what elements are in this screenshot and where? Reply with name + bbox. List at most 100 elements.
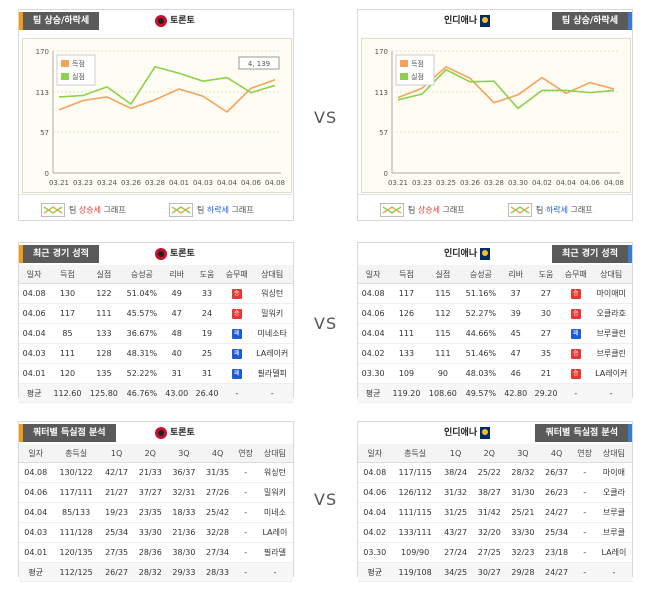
table-cell: 25/21	[506, 502, 540, 523]
team-name-right: 인디애나	[444, 426, 491, 440]
column-header: 3Q	[506, 444, 540, 463]
team-name-left-label: 토론토	[170, 16, 195, 26]
opponent-cell: 미네소	[256, 502, 293, 523]
table-cell: 51.04%	[122, 283, 162, 304]
table-cell: 33/30	[506, 522, 540, 543]
table-cell: 21	[530, 363, 562, 384]
table-cell: 33/30	[133, 522, 168, 543]
trend-header-right: 인디애나 팀 상승/하락세	[358, 10, 632, 32]
column-header: 실점	[85, 265, 123, 284]
opponent-cell: 브루클	[595, 522, 632, 543]
table-cell: 27/24	[438, 542, 473, 563]
average-cell: 26/27	[99, 562, 134, 582]
table-cell: 117/115	[391, 462, 439, 483]
table-cell: 19	[191, 323, 223, 344]
x-tick-label: 03.23	[412, 179, 432, 187]
table-cell: 43/27	[438, 522, 473, 543]
win-badge: 승	[231, 289, 242, 299]
table-cell: 04.04	[19, 502, 53, 523]
table-cell: 111	[424, 343, 462, 364]
result-cell: 승	[561, 303, 591, 324]
table-cell: 04.02	[358, 522, 392, 543]
pacers-logo-icon	[480, 247, 491, 260]
x-tick-label: 04.06	[241, 179, 262, 187]
trend-legend-bar-right: 팀 상승세 그래프 팀 하락세 그래프	[358, 194, 632, 223]
table-cell: 133	[85, 323, 123, 344]
opponent-cell: LA레이커	[251, 343, 293, 364]
table-cell: -	[573, 462, 596, 483]
trend-header-left: 팀 상승/하락세 토론토	[19, 10, 293, 32]
recent-title-left: 최근 경기 성적	[19, 245, 99, 263]
table-row: 04.02 133 111 51.46% 47 35 승 브루클린	[358, 343, 632, 364]
x-tick-label: 03.28	[145, 179, 165, 187]
table-cell: 32/20	[472, 522, 507, 543]
column-header: 2Q	[133, 444, 168, 463]
average-cell: -	[234, 562, 257, 582]
table-cell: 38/24	[438, 462, 473, 483]
x-tick-label: 03.28	[484, 179, 504, 187]
average-row: 평균 119.20 108.60 49.57% 42.80 29.20- -	[358, 383, 632, 403]
table-cell: 109	[388, 363, 425, 384]
legend-label: 실점	[72, 72, 85, 81]
column-header: 3Q	[167, 444, 201, 463]
column-header: 실점	[424, 265, 462, 284]
table-cell: 19/23	[99, 502, 134, 523]
y-tick-label: 113	[36, 89, 49, 97]
table-cell: 04.03	[19, 343, 50, 364]
legend-swatch	[61, 73, 69, 80]
opponent-cell: 필라델	[256, 542, 293, 563]
y-tick-label: 57	[40, 129, 49, 137]
table-cell: 03.30	[358, 542, 392, 563]
average-cell: 29/28	[506, 562, 540, 582]
x-tick-label: 03.21	[49, 179, 69, 187]
pacers-logo-icon	[480, 426, 491, 439]
column-header: 4Q	[539, 444, 574, 463]
pacers-logo-icon	[480, 14, 491, 27]
table-cell: 04.02	[358, 343, 389, 364]
y-tick-label: 0	[384, 170, 388, 178]
table-cell: 30	[530, 303, 562, 324]
fall-graph-icon	[169, 203, 193, 217]
average-cell: -	[251, 383, 293, 403]
table-cell: 04.06	[358, 303, 389, 324]
table-cell: 90	[424, 363, 462, 384]
x-tick-label: 04.04	[217, 179, 238, 187]
x-tick-label: 04.01	[169, 179, 189, 187]
table-cell: 111/128	[52, 522, 100, 543]
rise-label: 상승세	[78, 205, 101, 215]
vs-label-1: VS	[314, 108, 338, 127]
table-cell: 28/36	[133, 542, 168, 563]
table-cell: 31	[161, 363, 192, 384]
table-cell: 85/133	[52, 502, 100, 523]
table-cell: 04.06	[358, 482, 392, 503]
x-tick-label: 03.26	[460, 179, 481, 187]
table-cell: 04.08	[19, 283, 50, 304]
team-name-left-label: 토론토	[170, 428, 195, 438]
table-cell: 38/30	[167, 542, 201, 563]
result-cell: 승	[561, 363, 591, 384]
table-row: 04.03 111 128 48.31% 40 25 패 LA레이커	[19, 343, 293, 364]
opponent-cell: 마이애미	[590, 283, 632, 304]
legend-swatch	[61, 60, 69, 67]
table-row: 04.01 120/135 27/35 28/36 38/30 27/34- 필라델	[19, 542, 293, 563]
table-cell: 04.04	[358, 502, 392, 523]
average-cell: 46.76%	[122, 383, 162, 403]
table-row: 04.08 130/122 42/17 21/33 36/37 31/35- 워싱턴	[19, 462, 293, 483]
table-cell: 18/33	[167, 502, 201, 523]
table-cell: 135	[85, 363, 123, 384]
column-header: 4Q	[200, 444, 235, 463]
table-cell: 120	[49, 363, 86, 384]
x-tick-label: 03.24	[97, 179, 118, 187]
table-cell: 46	[500, 363, 531, 384]
rise-suffix: 그래프	[440, 205, 465, 215]
table-cell: 126/112	[391, 482, 439, 503]
x-tick-label: 03.30	[508, 179, 528, 187]
table-cell: 04.08	[358, 462, 392, 483]
table-cell: 111	[388, 323, 425, 344]
table-cell: 31/32	[438, 482, 473, 503]
x-tick-label: 04.03	[193, 179, 213, 187]
opponent-cell: 워싱턴	[256, 462, 293, 483]
average-cell: 112.60	[49, 383, 86, 403]
column-header: 일자	[19, 444, 53, 463]
